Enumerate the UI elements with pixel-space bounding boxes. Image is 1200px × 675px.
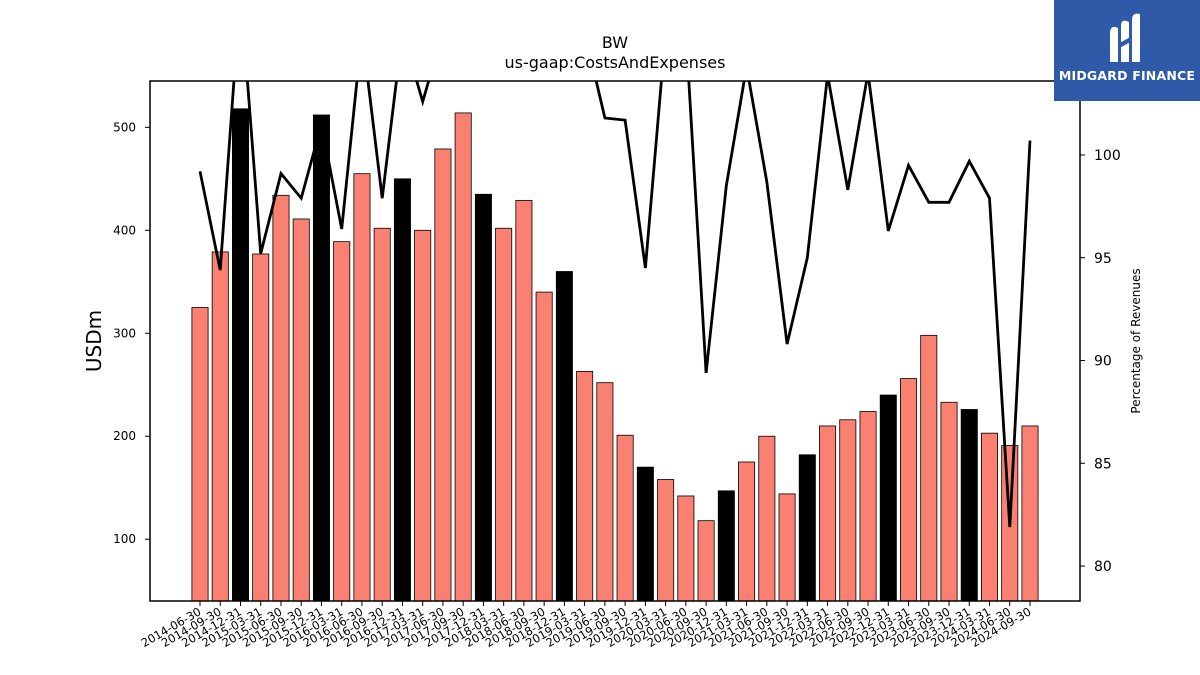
bar — [414, 229, 432, 601]
plot-frame — [149, 80, 1081, 602]
bar — [859, 411, 877, 601]
bar — [231, 108, 249, 601]
bar — [333, 241, 351, 601]
bar — [474, 193, 492, 601]
y-tick-label: 100 — [113, 532, 136, 546]
y2-axis-label: Percentage of Revenues — [1129, 268, 1143, 413]
bar — [677, 495, 695, 601]
bar — [960, 409, 978, 601]
bar — [353, 173, 371, 601]
bar — [434, 148, 452, 601]
bar — [393, 178, 411, 601]
bar — [495, 227, 513, 601]
bar — [596, 382, 614, 601]
bar — [697, 520, 715, 601]
bar — [758, 435, 776, 601]
y2-tick-label: 80 — [1094, 559, 1112, 575]
bar — [879, 394, 897, 601]
bar — [515, 200, 533, 601]
chart-subtitle: us-gaap:CostsAndExpenses — [505, 53, 726, 72]
bar — [940, 401, 958, 601]
y-tick-label: 200 — [113, 429, 136, 443]
bar — [798, 454, 816, 601]
revenue-percentage-line — [198, 81, 1032, 528]
left-axis: 100 200 300 400 500 — [113, 120, 150, 546]
bar — [1021, 425, 1039, 601]
bar — [778, 493, 796, 601]
bar — [373, 227, 391, 601]
x-axis: 2014-06-302014-09-302014-12-312015-03-31… — [139, 601, 1034, 650]
logo: MIDGARD FINANCE — [1054, 0, 1200, 101]
bar-series — [191, 108, 1039, 601]
bar — [252, 253, 270, 601]
logo-text: MIDGARD FINANCE — [1058, 68, 1196, 83]
bar — [555, 271, 573, 601]
bar — [717, 490, 735, 601]
chart-title: BW — [602, 33, 628, 52]
bar — [312, 114, 330, 601]
bar — [292, 218, 310, 601]
bar — [211, 251, 229, 601]
bar — [616, 434, 634, 601]
bar — [657, 479, 675, 601]
y-axis-label: USDm — [82, 310, 106, 372]
bar — [576, 370, 594, 601]
y2-tick-label: 85 — [1094, 456, 1112, 472]
bar — [900, 378, 918, 601]
y-tick-label: 500 — [113, 120, 136, 134]
bar — [819, 425, 837, 601]
y2-tick-label: 95 — [1094, 251, 1112, 267]
bar — [738, 461, 756, 601]
bar — [839, 419, 857, 601]
y-tick-label: 300 — [113, 326, 136, 340]
bar — [191, 307, 209, 601]
y2-tick-label: 100 — [1094, 148, 1121, 164]
bar — [272, 194, 290, 601]
right-axis: 80 85 90 95 100 — [1080, 148, 1121, 575]
logo-mark-icon — [1110, 13, 1140, 63]
bar — [636, 466, 654, 601]
bar — [454, 112, 472, 601]
y2-tick-label: 90 — [1094, 354, 1112, 370]
y-tick-label: 400 — [113, 223, 136, 237]
bar — [920, 334, 938, 601]
line-series — [198, 81, 1032, 528]
bar — [535, 291, 553, 601]
bar — [981, 432, 999, 601]
